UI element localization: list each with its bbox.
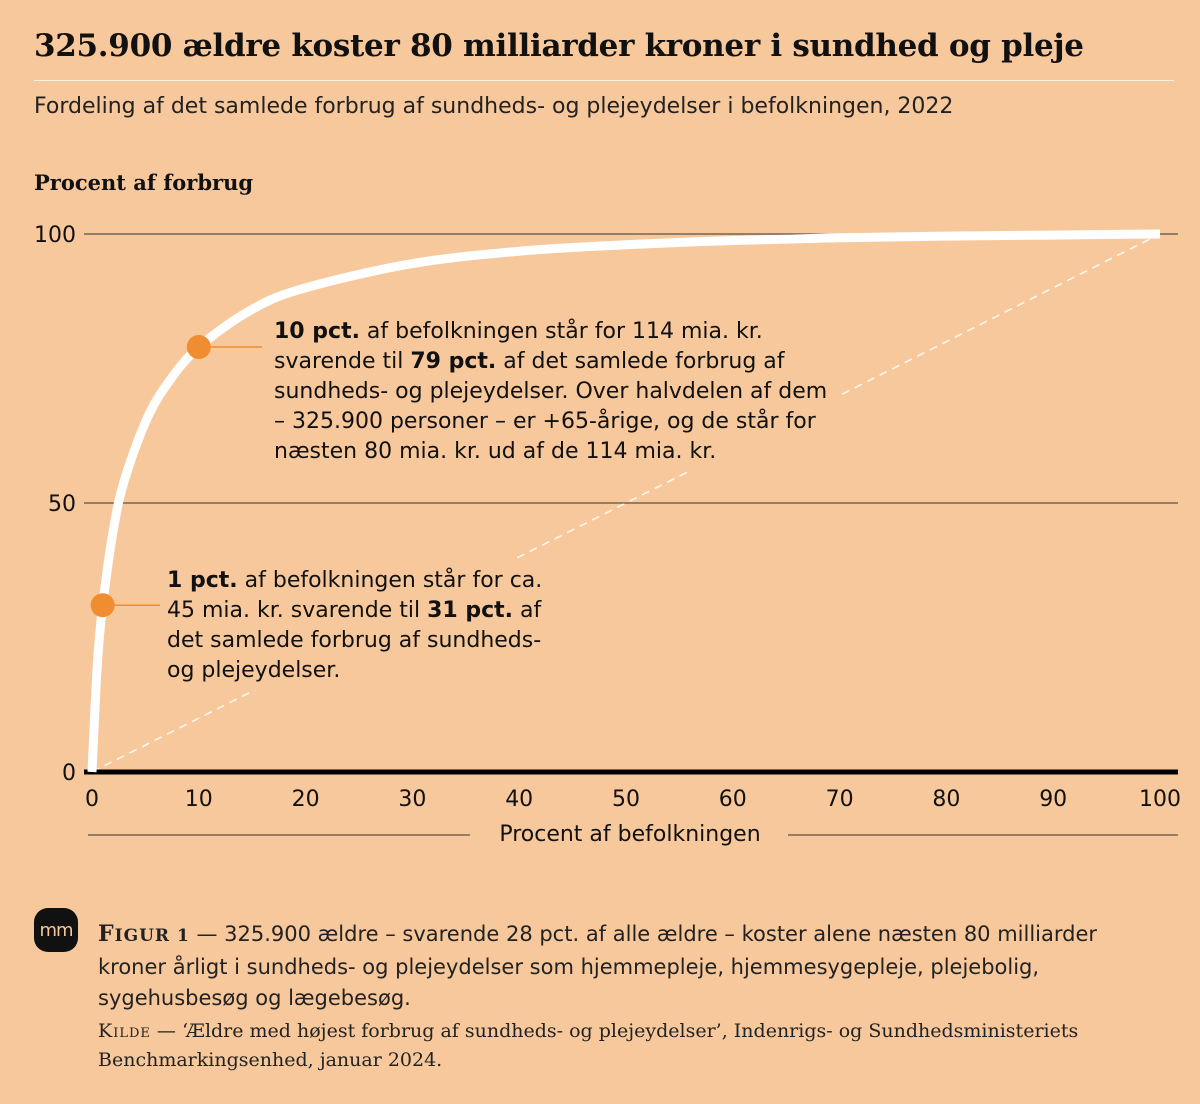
x-tick-label-50: 50 [612, 787, 640, 812]
title-divider [34, 80, 1174, 81]
annotation-1-bold-1: 1 pct. [167, 568, 238, 593]
source-title: ‘Ældre med højest forbrug af sundheds- o… [181, 1020, 722, 1042]
highlight-point-10pct [186, 334, 211, 359]
x-tick-label-80: 80 [932, 787, 960, 812]
annotation-1-pct: 1 pct. af befolkningen står for ca. 45 m… [167, 566, 567, 686]
chart-title: 325.900 ældre koster 80 milliarder krone… [34, 28, 1084, 64]
annotation-10-backdrop [270, 312, 840, 472]
x-tick-label-60: 60 [719, 787, 747, 812]
annotation-10-text-1: af befolkningen står for 114 mia. kr. sv… [274, 319, 763, 374]
x-tick-label-100: 100 [1139, 787, 1181, 812]
y-axis-title: Procent af forbrug [34, 170, 254, 195]
figure-label: FIGUR 1 [98, 921, 190, 947]
annotation-10-bold-1: 10 pct. [274, 319, 360, 344]
annotation-1-text-1: af befolkningen står for ca. 45 mia. kr.… [167, 568, 543, 623]
figure-label-rest: IGUR 1 [114, 926, 190, 946]
mm-logo: mm [34, 908, 78, 952]
source-dash: — [150, 1020, 182, 1042]
annotation-1-backdrop [160, 560, 560, 690]
x-tick-label-90: 90 [1039, 787, 1067, 812]
annotation-10-pct: 10 pct. af befolkningen står for 114 mia… [274, 317, 834, 467]
figure-label-initial: F [98, 921, 115, 947]
source-label: Kilde [98, 1020, 151, 1042]
x-tick-label-10: 10 [185, 787, 213, 812]
concentration-curve [87, 229, 1161, 773]
x-tick-label-40: 40 [505, 787, 533, 812]
y-tick-label-50: 50 [48, 492, 76, 517]
figure-caption-text: — 325.900 ældre – svarende 28 pct. af al… [98, 922, 1098, 1010]
x-tick-label-30: 30 [398, 787, 426, 812]
figure-caption: FIGUR 1 — 325.900 ældre – svarende 28 pc… [98, 918, 1138, 1014]
highlight-point-1pct [90, 593, 115, 618]
annotation-1-text-2: af det samlede forbrug af sundheds- og p… [167, 598, 542, 683]
source-text: , Indenrigs- og Sundhedsministeriets Ben… [98, 1020, 1079, 1071]
source-note: Kilde — ‘Ældre med højest forbrug af sun… [98, 1017, 1158, 1075]
chart-subtitle: Fordeling af det samlede forbrug af sund… [34, 94, 954, 119]
annotation-1-bold-2: 31 pct. [427, 598, 514, 623]
x-tick-label-70: 70 [826, 787, 854, 812]
x-tick-label-0: 0 [85, 787, 99, 812]
y-tick-label-0: 0 [62, 761, 76, 786]
x-tick-label-20: 20 [292, 787, 320, 812]
x-axis-title: Procent af befolkningen [499, 822, 761, 847]
y-tick-label-100: 100 [34, 223, 76, 248]
annotation-10-bold-2: 79 pct. [410, 349, 497, 374]
annotation-10-text-2: af det samlede forbrug af sundheds- og p… [274, 349, 828, 464]
